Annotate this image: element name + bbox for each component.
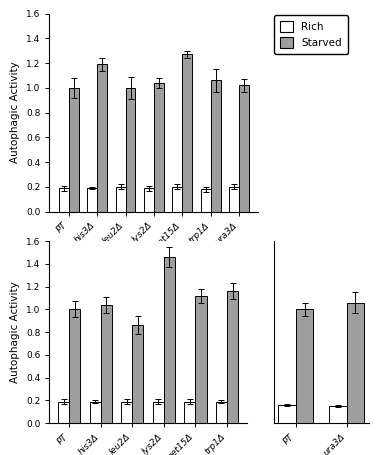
Bar — [59, 188, 69, 212]
Bar — [59, 401, 70, 423]
Bar — [239, 86, 249, 212]
Bar — [97, 64, 107, 212]
Bar — [101, 305, 112, 423]
Bar — [173, 187, 182, 212]
Bar — [116, 187, 125, 212]
Bar — [133, 325, 144, 423]
Bar — [211, 81, 220, 212]
Bar — [184, 401, 195, 423]
Bar — [227, 291, 238, 423]
Y-axis label: Autophagic Activity: Autophagic Activity — [10, 281, 21, 383]
Bar — [216, 401, 227, 423]
Bar — [182, 55, 192, 212]
Legend: Rich, Starved: Rich, Starved — [274, 15, 348, 54]
Bar — [278, 405, 296, 423]
Y-axis label: Autophagic Activity: Autophagic Activity — [10, 62, 21, 163]
Bar — [122, 401, 133, 423]
Bar — [229, 187, 239, 212]
Bar — [69, 88, 79, 212]
Bar — [87, 188, 97, 212]
Bar — [70, 309, 81, 423]
Bar — [154, 83, 164, 212]
Bar — [144, 188, 154, 212]
Bar — [329, 406, 347, 423]
X-axis label: BY4741 background: BY4741 background — [102, 283, 206, 293]
Bar — [164, 257, 175, 423]
Bar — [195, 296, 206, 423]
Bar — [125, 88, 135, 212]
Bar — [296, 309, 313, 423]
Bar — [153, 401, 164, 423]
Bar — [201, 189, 211, 212]
Bar — [347, 303, 364, 423]
Bar — [90, 401, 101, 423]
